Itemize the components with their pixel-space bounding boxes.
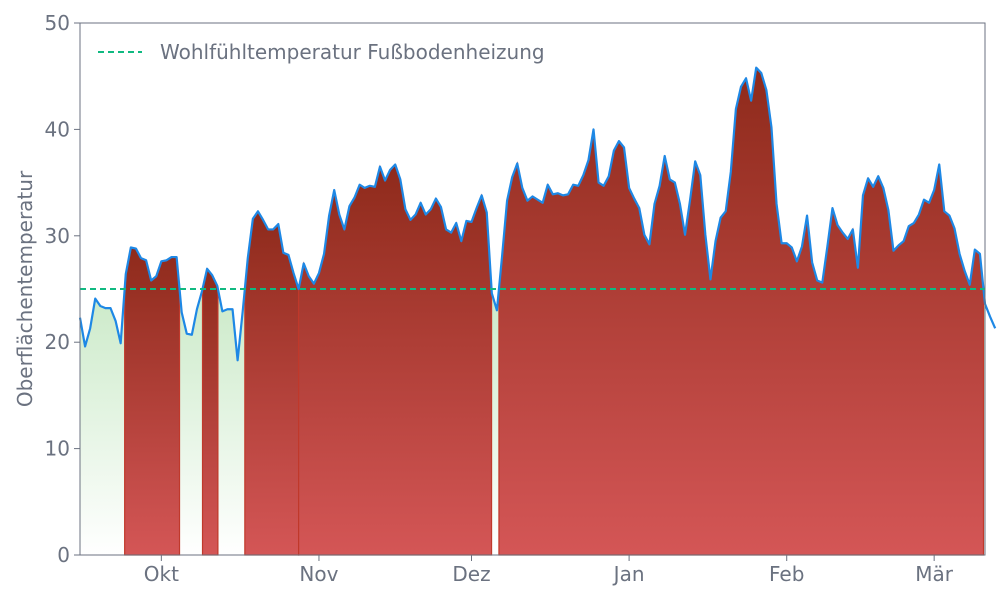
legend-label: Wohlfühltemperatur Fußbodenheizung <box>160 40 545 64</box>
x-tick-label: Okt <box>144 562 179 586</box>
y-tick-label: 20 <box>45 330 70 354</box>
y-axis: 0 10 20 30 40 50 <box>45 11 80 567</box>
x-tick-label: Dez <box>452 562 490 586</box>
x-tick-label: Mär <box>915 562 954 586</box>
y-tick-label: 0 <box>57 543 70 567</box>
y-tick-label: 40 <box>45 117 70 141</box>
y-tick-label: 10 <box>45 437 70 461</box>
areas <box>80 66 985 556</box>
legend: Wohlfühltemperatur Fußbodenheizung <box>98 40 545 64</box>
x-axis: Okt Nov Dez Jan Feb Mär <box>144 555 954 586</box>
x-tick-label: Feb <box>769 562 804 586</box>
line-layer <box>78 66 997 362</box>
y-tick-label: 30 <box>45 224 70 248</box>
above-threshold-area <box>124 246 181 556</box>
x-tick-label: Jan <box>612 562 645 586</box>
above-threshold-area <box>201 267 219 556</box>
x-tick-label: Nov <box>299 562 338 586</box>
y-tick-label: 50 <box>45 11 70 35</box>
temperature-line <box>78 66 997 362</box>
y-axis-label: Oberflächentemperatur <box>13 170 37 407</box>
plot-frame <box>79 22 986 556</box>
